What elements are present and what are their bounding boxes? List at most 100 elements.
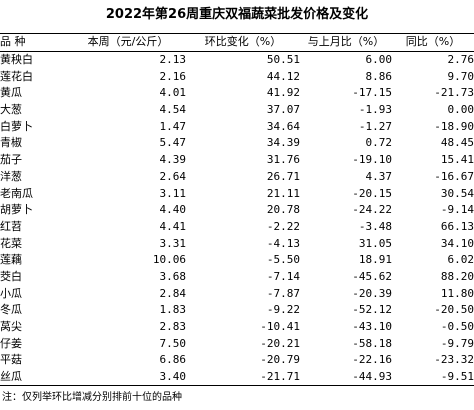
table-row: 青椒 5.47 34.39 0.72 48.45 xyxy=(0,135,474,152)
table-row: 平菇 6.86 -20.79 -22.16 -23.32 xyxy=(0,352,474,369)
cell-month-on-month: 6.00 xyxy=(365,53,393,67)
header-variety: 品 种 xyxy=(0,33,70,52)
cell-month-on-month: -44.93 xyxy=(300,368,392,387)
cell-year-on-year: 48.45 xyxy=(440,136,474,150)
cell-month-on-month: -3.48 xyxy=(358,219,392,233)
table-row: 黄秧白 2.13 50.51 6.00 2.76 xyxy=(0,51,474,68)
cell-variety: 仔姜 xyxy=(0,336,22,350)
table-row: 茄子 4.39 31.76 -19.10 15.41 xyxy=(0,152,474,169)
table-row: 花菜 3.31 -4.13 31.05 34.10 xyxy=(0,235,474,252)
cell-this-week-price: 2.16 xyxy=(159,69,187,83)
cell-variety: 白萝卜 xyxy=(0,119,33,133)
table-row: 仔姜 7.50 -20.21 -58.18 -9.79 xyxy=(0,335,474,352)
table-row: 莲花白 2.16 44.12 8.86 9.70 xyxy=(0,68,474,85)
cell-variety: 莲藕 xyxy=(0,253,22,267)
cell-week-on-week: 50.51 xyxy=(266,53,300,67)
cell-month-on-month: -1.27 xyxy=(358,119,392,133)
table-row: 小瓜 2.84 -7.87 -20.39 11.80 xyxy=(0,285,474,302)
table-row: 老南瓜 3.11 21.11 -20.15 30.54 xyxy=(0,185,474,202)
cell-year-on-year: -18.90 xyxy=(434,119,474,133)
cell-month-on-month: -20.15 xyxy=(352,186,392,200)
header-year-on-year: 同比（%） xyxy=(392,33,474,52)
cell-week-on-week: 34.39 xyxy=(266,136,300,150)
cell-month-on-month: -17.15 xyxy=(352,86,392,100)
cell-year-on-year: -0.50 xyxy=(440,320,474,334)
cell-week-on-week: -20.21 xyxy=(260,336,300,350)
cell-month-on-month: -52.12 xyxy=(352,303,392,317)
cell-variety: 莴尖 xyxy=(0,320,22,334)
table-row: 大葱 4.54 37.07 -1.93 0.00 xyxy=(0,102,474,119)
cell-month-on-month: 31.05 xyxy=(358,236,392,250)
cell-variety: 胡萝卜 xyxy=(0,203,33,217)
cell-year-on-year: -9.51 xyxy=(392,368,474,387)
table-row: 茭白 3.68 -7.14 -45.62 88.20 xyxy=(0,269,474,286)
cell-variety: 黄秧白 xyxy=(0,53,33,67)
cell-year-on-year: 88.20 xyxy=(440,269,474,283)
table-row: 洋葱 2.64 26.71 4.37 -16.67 xyxy=(0,169,474,186)
cell-month-on-month: -19.10 xyxy=(352,153,392,167)
cell-variety: 洋葱 xyxy=(0,169,22,183)
cell-year-on-year: 2.76 xyxy=(447,53,474,67)
cell-this-week-price: 5.47 xyxy=(159,136,187,150)
cell-this-week-price: 3.31 xyxy=(159,236,187,250)
cell-month-on-month: -58.18 xyxy=(352,336,392,350)
cell-this-week-price: 1.83 xyxy=(159,303,187,317)
table-row: 莴尖 2.83 -10.41 -43.10 -0.50 xyxy=(0,319,474,336)
cell-year-on-year: -20.50 xyxy=(434,303,474,317)
cell-week-on-week: 26.71 xyxy=(266,169,300,183)
table-row: 黄瓜 4.01 41.92 -17.15 -21.73 xyxy=(0,85,474,102)
cell-year-on-year: -23.32 xyxy=(434,353,474,367)
cell-this-week-price: 1.47 xyxy=(159,119,187,133)
cell-this-week-price: 2.83 xyxy=(159,320,187,334)
header-this-week-price: 本周（元/公斤） xyxy=(70,33,186,52)
cell-this-week-price: 4.41 xyxy=(159,219,187,233)
cell-month-on-month: 4.37 xyxy=(365,169,393,183)
cell-this-week-price: 4.54 xyxy=(159,103,187,117)
cell-year-on-year: 11.80 xyxy=(440,286,474,300)
cell-week-on-week: -2.22 xyxy=(266,219,300,233)
price-table: 品 种 本周（元/公斤） 环比变化（%） 与上月比（%） 同比（%） 黄秧白 2.… xyxy=(0,33,474,387)
cell-variety: 红苕 xyxy=(0,219,22,233)
cell-year-on-year: 15.41 xyxy=(440,153,474,167)
cell-year-on-year: -9.14 xyxy=(440,203,474,217)
cell-week-on-week: 41.92 xyxy=(266,86,300,100)
cell-year-on-year: 0.00 xyxy=(447,103,474,117)
cell-week-on-week: 37.07 xyxy=(266,103,300,117)
cell-this-week-price: 2.64 xyxy=(159,169,187,183)
cell-month-on-month: -45.62 xyxy=(352,269,392,283)
cell-this-week-price: 10.06 xyxy=(152,253,186,267)
cell-month-on-month: -22.16 xyxy=(352,353,392,367)
table-row: 冬瓜 1.83 -9.22 -52.12 -20.50 xyxy=(0,302,474,319)
cell-month-on-month: -24.22 xyxy=(352,203,392,217)
cell-this-week-price: 4.40 xyxy=(159,203,187,217)
table-row: 白萝卜 1.47 34.64 -1.27 -18.90 xyxy=(0,118,474,135)
cell-week-on-week: -7.87 xyxy=(266,286,300,300)
cell-year-on-year: -9.79 xyxy=(440,336,474,350)
cell-month-on-month: -1.93 xyxy=(358,103,392,117)
cell-week-on-week: 31.76 xyxy=(266,153,300,167)
cell-this-week-price: 3.40 xyxy=(70,368,186,387)
cell-variety: 黄瓜 xyxy=(0,86,22,100)
cell-this-week-price: 2.13 xyxy=(159,53,187,67)
cell-year-on-year: 9.70 xyxy=(447,69,474,83)
cell-variety: 平菇 xyxy=(0,353,22,367)
cell-week-on-week: -4.13 xyxy=(266,236,300,250)
cell-this-week-price: 7.50 xyxy=(159,336,187,350)
cell-year-on-year: 30.54 xyxy=(440,186,474,200)
cell-week-on-week: 34.64 xyxy=(266,119,300,133)
cell-this-week-price: 4.39 xyxy=(159,153,187,167)
cell-variety: 茭白 xyxy=(0,269,22,283)
table-row: 红苕 4.41 -2.22 -3.48 66.13 xyxy=(0,219,474,236)
cell-variety: 青椒 xyxy=(0,136,22,150)
footnote: 注：仅列举环比增减分别排前十位的品种 xyxy=(2,392,182,403)
cell-this-week-price: 2.84 xyxy=(159,286,187,300)
cell-this-week-price: 4.01 xyxy=(159,86,187,100)
header-week-on-week: 环比变化（%） xyxy=(186,33,300,52)
cell-variety: 莲花白 xyxy=(0,69,33,83)
table-header-row: 品 种 本周（元/公斤） 环比变化（%） 与上月比（%） 同比（%） xyxy=(0,33,474,52)
report-title: 2022年第26周重庆双福蔬菜批发价格及变化 xyxy=(105,7,369,22)
cell-this-week-price: 3.11 xyxy=(159,186,187,200)
cell-this-week-price: 3.68 xyxy=(159,269,187,283)
cell-year-on-year: 6.02 xyxy=(447,253,474,267)
